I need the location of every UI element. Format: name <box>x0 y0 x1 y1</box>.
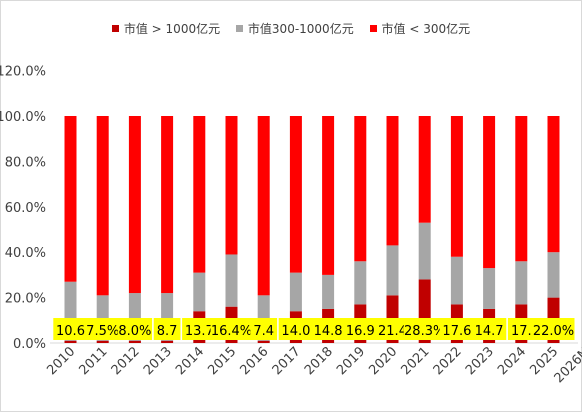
y-tick-label: 0.0% <box>13 337 46 352</box>
legend-swatch-large-cap <box>111 25 119 32</box>
x-tick-label: 2019 <box>334 344 368 378</box>
data-label-highlight <box>153 318 181 340</box>
bar-segment-mid-cap <box>547 252 560 298</box>
bar-segment-small-cap <box>96 116 109 296</box>
data-label-highlight <box>182 318 217 340</box>
data-label-highlight <box>310 318 346 340</box>
x-tick-label: 2018 <box>302 344 336 378</box>
bar-segment-small-cap <box>547 116 560 253</box>
y-tick-label: 120.0% <box>0 65 46 80</box>
data-label-highlight <box>117 318 153 340</box>
y-tick-label: 80.0% <box>5 155 46 170</box>
bar-segment-small-cap <box>322 116 335 275</box>
data-label-highlight <box>375 318 410 340</box>
x-tick-label: 2023 <box>463 344 497 378</box>
bar-segment-small-cap <box>418 116 431 223</box>
x-tick-label: 2014 <box>173 344 207 378</box>
data-label-highlight <box>439 318 475 340</box>
bar-segment-mid-cap <box>515 261 528 305</box>
x-tick-label: 2016 <box>238 344 272 378</box>
bar-segment-small-cap <box>354 116 367 262</box>
legend-item-small-cap: 市值 < 300亿元 <box>369 20 471 37</box>
data-label: 14.0 <box>281 324 310 339</box>
bar-segment-small-cap <box>161 116 174 294</box>
data-label: 17.6 <box>442 324 471 339</box>
bar-segment-small-cap <box>515 116 528 262</box>
legend-label-large-cap: 市值 > 1000亿元 <box>123 22 221 36</box>
bar-segment-small-cap <box>193 116 206 273</box>
data-label-highlight <box>507 318 535 340</box>
bar-segment-large-cap <box>64 340 77 343</box>
x-tick-label: 2020 <box>366 344 400 378</box>
bar-segment-large-cap <box>161 340 174 343</box>
data-label: 21.4 <box>378 324 407 339</box>
legend-swatch-small-cap <box>369 25 377 32</box>
bar-segment-mid-cap <box>386 245 399 296</box>
bar-segment-mid-cap <box>354 261 367 305</box>
y-tick-label: 100.0% <box>0 110 46 125</box>
bar-segment-large-cap <box>96 340 109 343</box>
chart-legend: 市值 > 1000亿元 市值300-1000亿元 市值 < 300亿元 <box>0 20 582 37</box>
y-tick-label: 40.0% <box>5 246 46 261</box>
bar-segment-small-cap <box>257 116 270 296</box>
bar-segment-mid-cap <box>450 256 463 305</box>
y-tick-label: 20.0% <box>5 292 46 307</box>
legend-label-small-cap: 市值 < 300亿元 <box>381 22 471 36</box>
x-tick-label: 2024 <box>495 344 529 378</box>
bar-segment-large-cap <box>128 340 141 343</box>
data-label-highlight <box>278 318 314 340</box>
bar-segment-small-cap <box>450 116 463 257</box>
bar-segment-mid-cap <box>483 268 496 309</box>
x-tick-label: 2015 <box>205 344 239 378</box>
x-tick-label: 2010 <box>44 344 78 378</box>
data-label: 22.0% <box>533 324 574 339</box>
data-label: 13.7 <box>185 324 214 339</box>
data-label-highlight <box>85 318 120 340</box>
x-tick-label: 2013 <box>141 344 175 378</box>
legend-item-mid-cap: 市值300-1000亿元 <box>235 20 354 37</box>
x-tick-label: 2012 <box>109 344 143 378</box>
bar-segment-small-cap <box>289 116 302 273</box>
bar-segment-mid-cap <box>418 222 431 280</box>
data-label-highlight <box>403 318 446 340</box>
x-tick-label: 2021 <box>399 344 433 378</box>
data-label-highlight <box>343 318 378 340</box>
x-tick-label: 2022 <box>431 344 465 378</box>
data-label: 14.8 <box>314 324 343 339</box>
legend-swatch-mid-cap <box>235 25 243 32</box>
bar-segment-small-cap <box>483 116 496 269</box>
bar-segment-small-cap <box>386 116 399 246</box>
bar-segment-mid-cap <box>225 254 238 307</box>
data-label: 17. <box>511 324 532 339</box>
x-tick-label: 2011 <box>77 344 111 378</box>
data-label: 7.4 <box>253 324 274 339</box>
data-label: 10.6 <box>56 324 85 339</box>
bar-segment-mid-cap <box>322 274 335 309</box>
bar-segment-small-cap <box>128 116 141 294</box>
legend-label-mid-cap: 市值300-1000亿元 <box>247 22 354 36</box>
data-label-highlight <box>210 318 253 340</box>
data-label-highlight <box>250 318 278 340</box>
data-label: 16.4% <box>211 324 252 339</box>
data-label: 8.0% <box>118 324 151 339</box>
data-label-highlight <box>471 318 507 340</box>
data-label: 7.5% <box>86 324 119 339</box>
data-label: 28.3% <box>404 324 445 339</box>
data-label: 8.7 <box>157 324 178 339</box>
bar-segment-small-cap <box>225 116 238 255</box>
legend-item-large-cap: 市值 > 1000亿元 <box>111 20 221 37</box>
data-label-highlight <box>53 318 88 340</box>
data-label-highlight <box>532 318 575 340</box>
y-tick-label: 60.0% <box>5 201 46 216</box>
x-tick-label: 2017 <box>270 344 304 378</box>
data-label: 16.9 <box>346 324 375 339</box>
bar-segment-mid-cap <box>289 272 302 312</box>
bar-segment-small-cap <box>64 116 77 282</box>
data-label: 14.7 <box>475 324 504 339</box>
bar-segment-large-cap <box>257 340 270 343</box>
bar-segment-mid-cap <box>193 272 206 312</box>
